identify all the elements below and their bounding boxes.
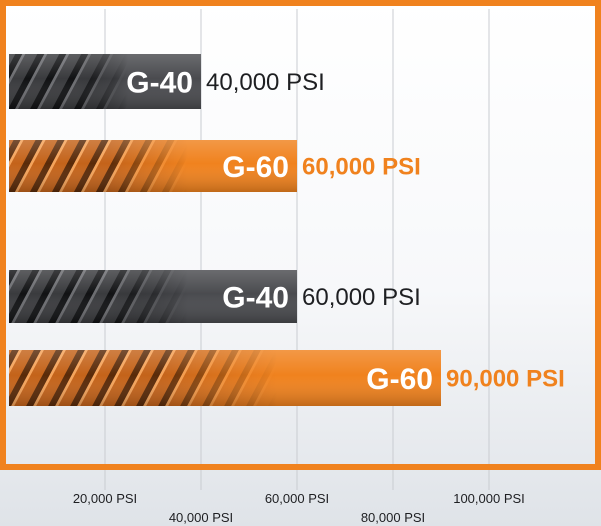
- bar-3: G-40 60,000 PSI: [9, 270, 421, 323]
- bar-value-label: 90,000 PSI: [446, 366, 565, 393]
- x-axis-ticks: 20,000 PSI 40,000 PSI 60,000 PSI 80,000 PSI…: [73, 491, 525, 525]
- bar-1: G-40 40,000 PSI: [9, 54, 325, 109]
- bar-shine: [9, 54, 201, 109]
- bar-grade-label: G-60: [222, 151, 289, 184]
- tick-label: 60,000 PSI: [265, 491, 329, 506]
- bar-value-label: 60,000 PSI: [302, 154, 421, 181]
- bar-grade-label: G-60: [366, 363, 433, 396]
- tick-label: 100,000 PSI: [453, 491, 525, 506]
- bar-grade-label: G-40: [126, 66, 193, 99]
- bar-shine: [9, 350, 441, 406]
- bar-shine: [9, 140, 297, 192]
- bar-value-label: 40,000 PSI: [206, 69, 325, 96]
- bar-value-label: 60,000 PSI: [302, 284, 421, 311]
- chart-frame: [0, 0, 601, 470]
- bar-grade-label: G-40: [222, 281, 289, 314]
- bar-2: G-60 60,000 PSI: [9, 140, 421, 192]
- bar-4: G-60 90,000 PSI: [9, 350, 565, 406]
- tick-label: 20,000 PSI: [73, 491, 137, 506]
- tick-label: 80,000 PSI: [361, 510, 425, 525]
- bar-shine: [9, 270, 297, 323]
- tick-label: 40,000 PSI: [169, 510, 233, 525]
- bars: G-40 40,000 PSI G-60 60,000 PSI G-40 60,000 P…: [9, 54, 565, 406]
